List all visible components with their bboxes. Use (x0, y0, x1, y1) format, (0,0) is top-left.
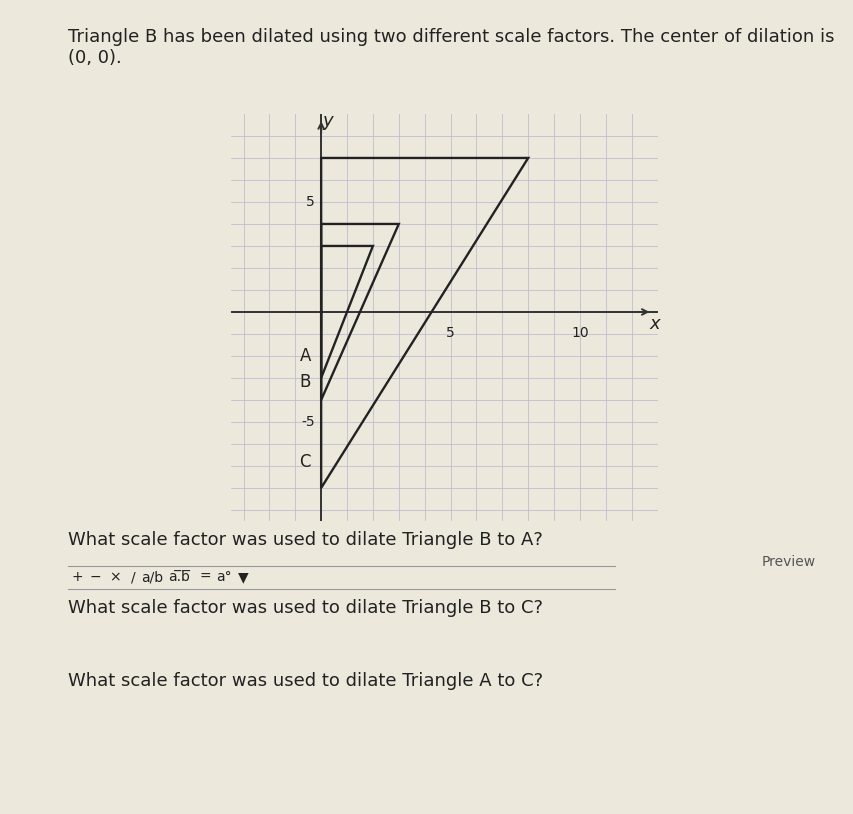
Text: a.̅b̅: a.̅b̅ (168, 570, 190, 584)
Text: (0, 0).: (0, 0). (68, 49, 122, 67)
Text: ×: × (108, 570, 120, 584)
Text: a°: a° (216, 570, 231, 584)
Text: =: = (199, 570, 211, 584)
Text: What scale factor was used to dilate Triangle B to A?: What scale factor was used to dilate Tri… (68, 531, 543, 549)
Text: -5: -5 (301, 415, 314, 429)
Text: −: − (90, 570, 102, 584)
Text: ▼: ▼ (238, 570, 248, 584)
Text: 10: 10 (571, 326, 588, 340)
Text: 5: 5 (445, 326, 455, 340)
Text: What scale factor was used to dilate Triangle A to C?: What scale factor was used to dilate Tri… (68, 672, 543, 689)
Text: C: C (299, 453, 310, 470)
Text: 5: 5 (305, 195, 314, 209)
Text: What scale factor was used to dilate Triangle B to C?: What scale factor was used to dilate Tri… (68, 599, 543, 617)
Text: Triangle B has been dilated using two different scale factors. The center of dil: Triangle B has been dilated using two di… (68, 28, 834, 46)
Text: A: A (299, 347, 310, 365)
Text: Preview: Preview (761, 555, 815, 569)
Text: +: + (71, 570, 83, 584)
Text: B: B (299, 374, 310, 392)
Text: y: y (322, 112, 333, 129)
Text: /: / (131, 570, 136, 584)
Text: a/b: a/b (141, 570, 163, 584)
Text: x: x (649, 315, 659, 333)
